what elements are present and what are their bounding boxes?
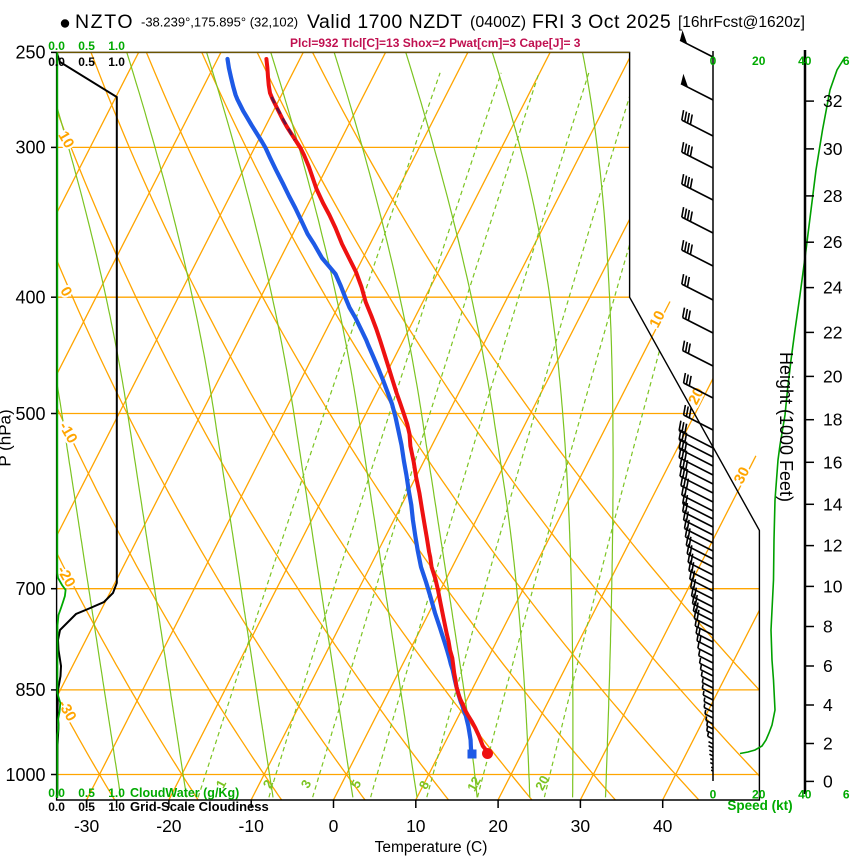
svg-text:2: 2 — [823, 734, 833, 754]
svg-text:NZTO: NZTO — [75, 11, 134, 33]
svg-text:22: 22 — [823, 322, 842, 342]
svg-text:6: 6 — [823, 656, 833, 676]
svg-text:20: 20 — [488, 816, 508, 836]
svg-text:CloudWater (g/Kg): CloudWater (g/Kg) — [130, 786, 239, 800]
svg-text:0.0: 0.0 — [48, 55, 65, 69]
svg-text:30: 30 — [571, 816, 591, 836]
svg-text:Valid 1700 NZDT: Valid 1700 NZDT — [307, 11, 463, 33]
svg-text:40: 40 — [798, 788, 812, 802]
svg-text:[16hrFcst@1620z]: [16hrFcst@1620z] — [678, 14, 805, 31]
svg-text:-20: -20 — [156, 816, 182, 836]
svg-text:32: 32 — [823, 91, 842, 111]
svg-text:12: 12 — [823, 536, 842, 556]
svg-text:0: 0 — [710, 788, 717, 802]
svg-text:P (hPa): P (hPa) — [0, 409, 15, 466]
svg-text:Height (1000 Feet): Height (1000 Feet) — [776, 352, 796, 502]
svg-text:0.5: 0.5 — [78, 786, 95, 800]
svg-text:60: 60 — [843, 54, 850, 68]
svg-text:30: 30 — [823, 139, 843, 159]
svg-text:250: 250 — [15, 43, 45, 63]
svg-text:14: 14 — [823, 494, 843, 514]
svg-text:0.5: 0.5 — [78, 800, 95, 814]
svg-text:(0400Z): (0400Z) — [470, 14, 526, 31]
svg-text:1.0: 1.0 — [108, 55, 125, 69]
svg-text:-30: -30 — [74, 816, 100, 836]
svg-text:0.0: 0.0 — [48, 39, 65, 53]
svg-text:0.5: 0.5 — [78, 55, 95, 69]
svg-text:300: 300 — [15, 138, 45, 158]
svg-text:16: 16 — [823, 452, 842, 472]
svg-text:850: 850 — [15, 680, 45, 700]
svg-text:0.0: 0.0 — [48, 800, 65, 814]
svg-text:0: 0 — [710, 54, 717, 68]
svg-text:18: 18 — [823, 410, 842, 430]
svg-text:FRI 3 Oct 2025: FRI 3 Oct 2025 — [532, 11, 671, 33]
svg-text:60: 60 — [843, 788, 850, 802]
svg-text:0.5: 0.5 — [78, 39, 95, 53]
svg-text:1.0: 1.0 — [108, 39, 125, 53]
svg-text:0.0: 0.0 — [48, 786, 65, 800]
svg-text:1.0: 1.0 — [108, 800, 125, 814]
svg-text:24: 24 — [823, 278, 843, 298]
svg-text:10: 10 — [823, 576, 843, 596]
svg-text:1.0: 1.0 — [108, 786, 125, 800]
svg-text:12: 12 — [464, 774, 484, 794]
svg-text:40: 40 — [653, 816, 673, 836]
svg-text:Speed (kt): Speed (kt) — [727, 798, 792, 813]
svg-text:10: 10 — [406, 816, 426, 836]
svg-text:4: 4 — [823, 695, 833, 715]
svg-text:20: 20 — [532, 773, 552, 793]
svg-text:-10: -10 — [239, 816, 265, 836]
svg-text:400: 400 — [15, 288, 45, 308]
svg-text:0: 0 — [329, 816, 339, 836]
svg-text:20: 20 — [752, 54, 766, 68]
svg-text:20: 20 — [752, 788, 766, 802]
svg-text:0: 0 — [823, 771, 833, 791]
svg-text:Temperature (C): Temperature (C) — [375, 839, 488, 856]
svg-text:26: 26 — [823, 232, 842, 252]
svg-text:40: 40 — [798, 54, 812, 68]
svg-text:Grid-Scale Cloudiness: Grid-Scale Cloudiness — [130, 799, 269, 814]
svg-text:28: 28 — [823, 186, 842, 206]
svg-text:-38.239°,175.895° (32,102): -38.239°,175.895° (32,102) — [141, 15, 298, 30]
svg-text:20: 20 — [823, 366, 843, 386]
svg-text:8: 8 — [823, 617, 833, 637]
svg-text:700: 700 — [15, 579, 45, 599]
svg-text:1000: 1000 — [5, 765, 45, 785]
svg-text:500: 500 — [15, 404, 45, 424]
svg-text:Plcl=932 Tlcl[C]=13 Shox=2 Pwa: Plcl=932 Tlcl[C]=13 Shox=2 Pwat[cm]=3 Ca… — [290, 36, 581, 50]
